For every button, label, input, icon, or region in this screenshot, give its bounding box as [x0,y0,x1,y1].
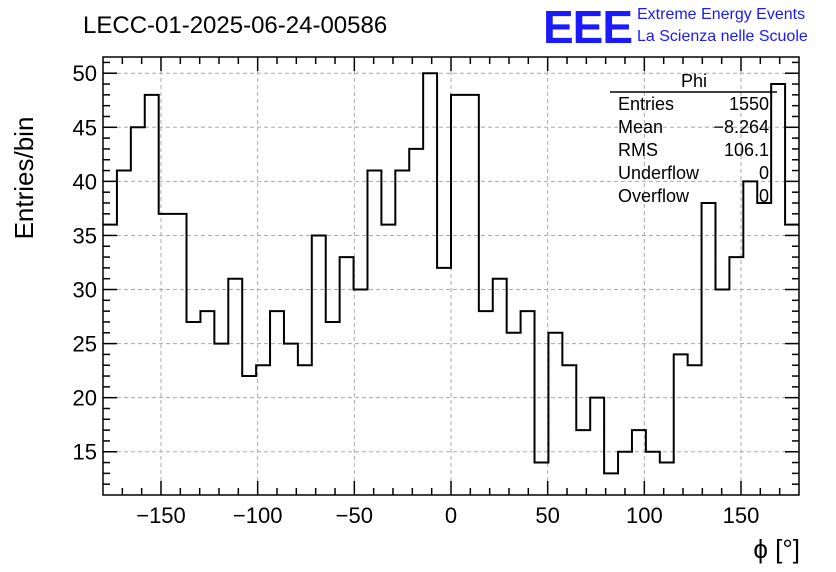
stats-label: RMS [618,140,658,160]
histogram-bin-5 [173,214,187,495]
histogram-bin-30 [521,311,535,495]
histogram-bin-46 [743,181,757,495]
histogram-bin-49 [785,225,799,495]
histogram-bin-16 [326,322,340,495]
y-tick-label: 20 [73,386,97,411]
y-tick-label: 30 [73,278,97,303]
y-tick-label: 50 [73,61,97,86]
histogram-bin-2 [131,127,145,495]
y-tick-label: 35 [73,223,97,248]
logo-line-2: La Scienza nelle Scuole [637,28,808,45]
histogram-bin-20 [381,225,395,495]
histogram-bin-10 [242,376,256,495]
stats-value: 0 [759,163,769,183]
histogram-bin-8 [214,344,228,495]
histogram-bin-43 [702,203,716,495]
histogram-bin-47 [757,203,771,495]
histogram-bin-3 [145,95,159,495]
histogram-bin-39 [646,452,660,495]
histogram-bin-24 [437,268,451,495]
x-tick-label: −150 [136,503,186,528]
stats-value: −8.264 [713,117,769,137]
histogram-bin-13 [284,344,298,495]
histogram-bin-0 [103,225,117,495]
y-tick-label: 45 [73,115,97,140]
histogram-bin-25 [451,95,465,495]
y-tick-label: 15 [73,440,97,465]
histogram-bin-12 [270,311,284,495]
y-tick-label: 40 [73,169,97,194]
histogram-bin-17 [340,257,354,495]
x-tick-label: 0 [445,503,457,528]
histogram-bin-18 [354,290,368,495]
histogram-bin-26 [465,95,479,495]
logo-line-1: Extreme Energy Events [637,6,805,23]
histogram-bin-23 [423,73,437,495]
stats-label: Entries [618,94,674,114]
histogram-bin-31 [535,463,549,495]
x-tick-label: −100 [233,503,283,528]
histogram-bin-22 [409,149,423,495]
y-tick-label: 25 [73,332,97,357]
histogram-bin-35 [590,398,604,495]
stats-value: 106.1 [724,140,769,160]
x-tick-label: 150 [723,503,760,528]
histogram-bin-33 [562,365,576,495]
eee-logo-mark: EEE [543,1,632,53]
stats-name: Phi [681,71,707,91]
histogram-outline [103,72,799,475]
stats-value: 1550 [729,94,769,114]
stats-box: Phi Entries 1550 Mean −8.264 RMS 106.1 Underfl… [610,71,777,206]
stats-value: 0 [759,186,769,206]
histogram-bin-11 [256,365,270,495]
histogram-bin-28 [493,279,507,495]
histogram-bin-41 [674,354,688,495]
histogram-bin-32 [548,333,562,495]
histogram-bin-21 [395,171,409,495]
stats-label: Mean [618,117,663,137]
x-tick-label: 100 [626,503,663,528]
histogram-bin-1 [117,171,131,495]
histogram-bin-14 [298,365,312,495]
stats-label: Overflow [618,186,690,206]
histogram-bin-15 [312,235,326,495]
y-tick-labels: 15 20 25 30 35 40 45 50 [73,61,97,465]
histogram-bin-19 [367,171,381,495]
histogram-bin-40 [660,463,674,495]
x-tick-labels: −150 −100 −50 0 50 100 150 [136,503,759,528]
axis-ticks [103,57,799,495]
histogram-bin-29 [507,333,521,495]
histogram-bin-7 [200,311,214,495]
histogram-bin-34 [576,430,590,495]
histogram-bin-42 [688,365,702,495]
histogram-bin-6 [187,322,201,495]
stats-label: Underflow [618,163,700,183]
x-tick-label: 50 [535,503,559,528]
x-axis-title: ϕ [°] [753,534,800,564]
x-tick-label: −50 [336,503,373,528]
histogram-bin-9 [228,279,242,495]
y-axis-title: Entries/bin [9,117,39,240]
histogram-bin-27 [479,311,493,495]
histogram-bin-44 [715,290,729,495]
chart-title: LECC-01-2025-06-24-00586 [83,12,387,39]
